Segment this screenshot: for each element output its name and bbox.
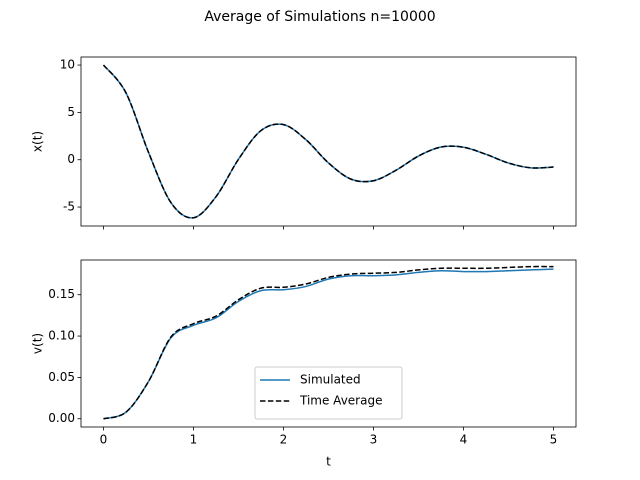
- x-tick-label: 0: [100, 433, 108, 447]
- series-line: [102, 64, 554, 219]
- y-tick-label: 0: [67, 152, 75, 166]
- series-line: [102, 64, 554, 219]
- x-tick-label: 5: [550, 433, 558, 447]
- x-axis-label: t: [326, 455, 331, 469]
- y-tick-label: 0.10: [48, 329, 75, 343]
- series-line: [103, 268, 554, 420]
- y-axis-label: v(t): [31, 333, 45, 354]
- legend-label: Simulated: [300, 373, 361, 387]
- legend-label: Time Average: [299, 394, 382, 408]
- x-tick-label: 2: [280, 433, 288, 447]
- y-tick-label: 0.05: [48, 370, 75, 384]
- legend-box: [254, 366, 403, 420]
- axes-frame: [80, 259, 577, 428]
- y-tick-label: 5: [67, 105, 75, 119]
- y-tick-label: 0.00: [48, 411, 75, 425]
- figure-title: Average of Simulations n=10000: [204, 9, 435, 25]
- x-tick-label: 4: [460, 433, 468, 447]
- y-tick-label: 10: [60, 58, 75, 72]
- y-tick-label: 0.15: [48, 287, 75, 301]
- y-axis-label: x(t): [31, 131, 45, 152]
- x-tick-label: 3: [370, 433, 378, 447]
- x-tick-label: 1: [190, 433, 198, 447]
- axes-frame: [80, 56, 577, 227]
- series-line: [103, 265, 554, 420]
- y-tick-label: -5: [63, 200, 75, 214]
